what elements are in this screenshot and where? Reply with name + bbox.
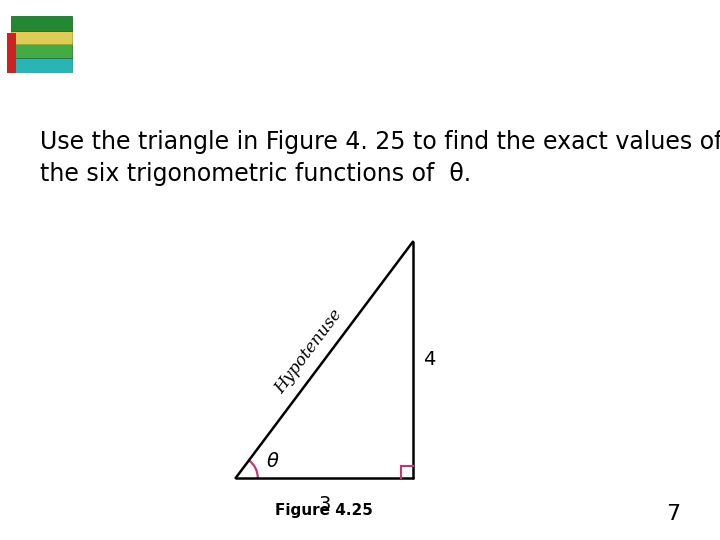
Text: θ: θ	[266, 452, 278, 471]
Text: the six trigonometric functions of  θ.: the six trigonometric functions of θ.	[40, 162, 471, 186]
Text: 4: 4	[423, 350, 436, 369]
Bar	[11, 16, 72, 31]
Bar	[7, 42, 72, 58]
Text: Example 1 – Evaluating Trigonometric Functions: Example 1 – Evaluating Trigonometric Fun…	[54, 34, 720, 63]
Text: Hypotenuse: Hypotenuse	[271, 306, 346, 397]
Text: Figure 4.25: Figure 4.25	[275, 503, 373, 518]
Bar	[7, 57, 72, 73]
Text: 3: 3	[318, 495, 330, 514]
Bar	[7, 33, 16, 73]
Text: 7: 7	[666, 504, 680, 524]
Text: Use the triangle in Figure 4. 25 to find the exact values of: Use the triangle in Figure 4. 25 to find…	[40, 130, 720, 153]
Bar	[11, 29, 72, 44]
